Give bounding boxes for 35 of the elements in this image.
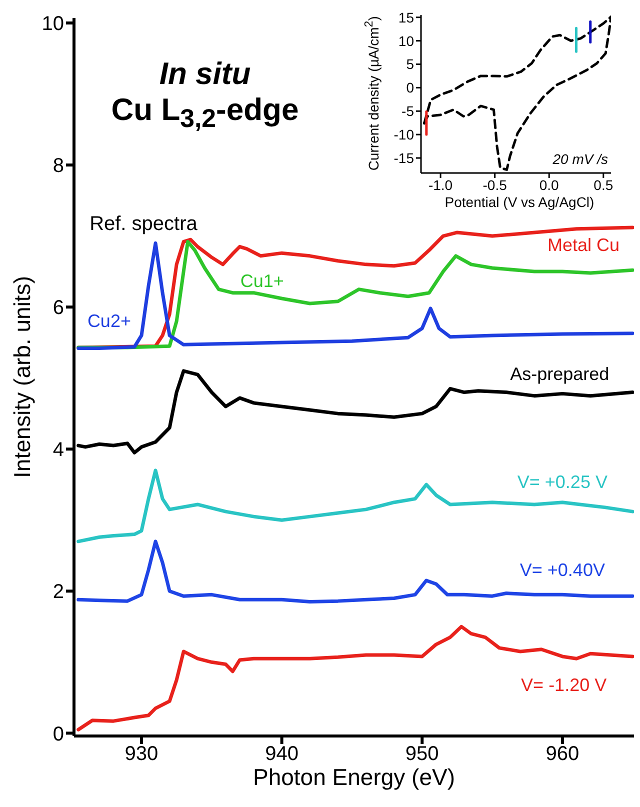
y-tick-label: 6 (52, 297, 64, 320)
y-tick-label: -15 (394, 150, 414, 166)
text: Cu L$_{3,2}$-edge (111, 92, 299, 134)
annotation: Ref. spectra (90, 213, 198, 236)
text: In situ (159, 56, 251, 91)
x-axis-title: Potential (V vs Ag/AgCl) (444, 194, 596, 210)
series-label: V= +0.40V (520, 560, 605, 580)
x-tick-label: 940 (265, 743, 298, 766)
x-tick-label: 930 (124, 743, 158, 766)
y-tick-label: 0 (406, 80, 414, 96)
x-tick-label: 950 (405, 743, 439, 766)
series-label: Cu1+ (240, 271, 284, 292)
x-tick-label: 0.0 (539, 176, 560, 193)
y-axis-title: Intensity (arb. units) (8, 275, 36, 480)
y-tick-label: 15 (398, 9, 414, 26)
x-tick-label: -0.5 (482, 176, 508, 193)
x-tick-label: 960 (546, 743, 580, 766)
x-axis-title: Photon Energy (eV) (252, 764, 456, 791)
y-tick-label: -10 (394, 126, 414, 143)
series-label: Metal Cu (547, 234, 620, 255)
y-tick-label: 2 (52, 581, 64, 604)
series-label: V= +0.25 V (517, 472, 608, 492)
y-tick-label: 10 (42, 13, 64, 36)
series-label: V= -1.20 V (521, 674, 607, 695)
x-tick-label: 0.5 (594, 176, 614, 193)
annotation: 20 mV /s (552, 151, 608, 167)
y-tick-label: 4 (52, 439, 64, 462)
series-label: As-prepared (510, 364, 610, 384)
series-label: Cu2+ (87, 310, 131, 331)
y-tick-label: 5 (406, 56, 414, 72)
y-tick-label: -5 (402, 103, 414, 120)
y-tick-label: 8 (52, 155, 64, 178)
x-tick-label: -1.0 (428, 176, 453, 193)
y-tick-label: 0 (52, 723, 64, 746)
y-tick-label: 10 (398, 32, 414, 49)
